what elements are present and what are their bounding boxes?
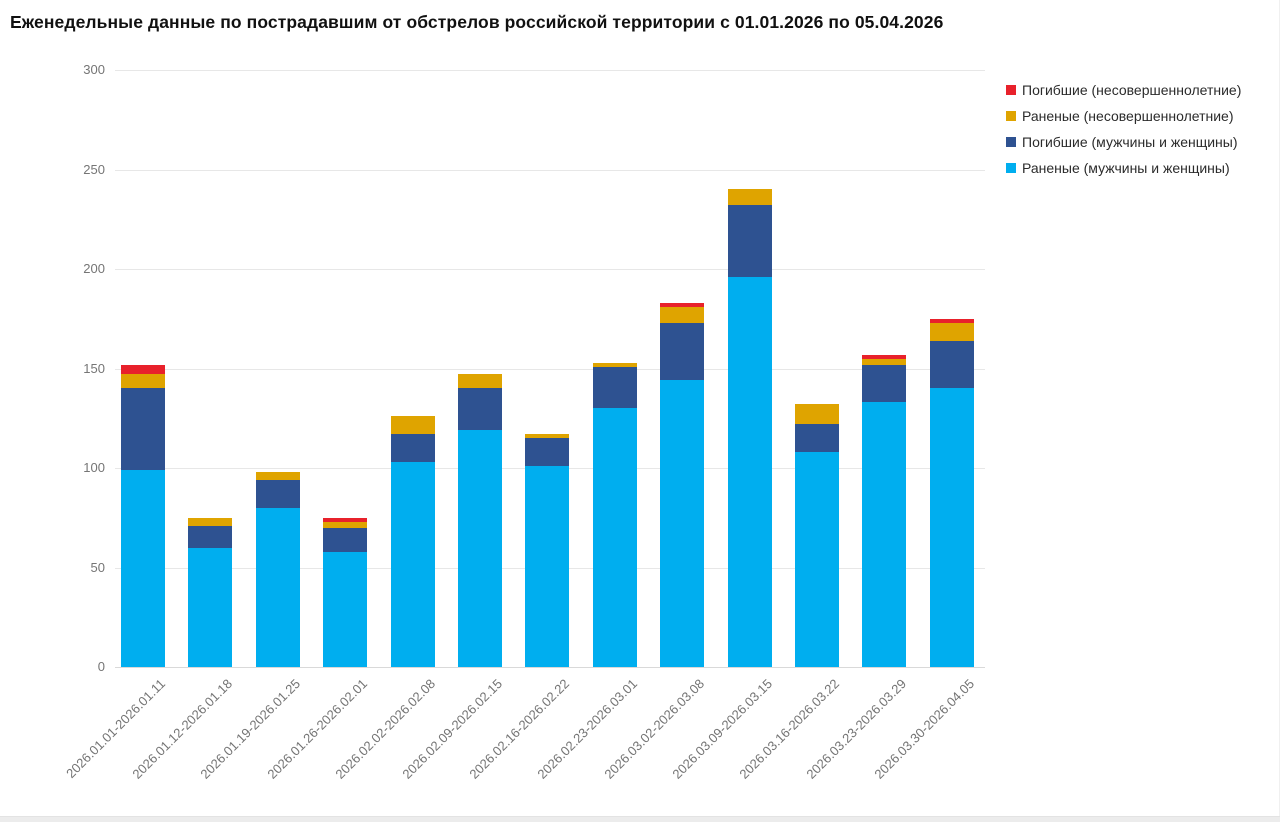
bar-segment <box>188 526 232 548</box>
bar-segment <box>391 416 435 434</box>
bar-segment <box>930 388 974 667</box>
bar-segment <box>660 323 704 380</box>
bar-segment <box>121 365 165 374</box>
legend-label: Раненые (несовершеннолетние) <box>1022 107 1234 124</box>
bar-segment <box>660 380 704 667</box>
bar-segment <box>323 528 367 552</box>
bar-segment <box>862 365 906 402</box>
bar-segment <box>930 319 974 323</box>
bar-segment <box>525 466 569 667</box>
bar-segment <box>593 363 637 367</box>
bar-segment <box>930 323 974 341</box>
y-axis-tick-label: 250 <box>83 162 105 177</box>
gridline-y150 <box>115 369 985 370</box>
bar-segment <box>795 452 839 667</box>
legend-item: Погибшие (несовершеннолетние) <box>1006 81 1242 98</box>
gridline-y200 <box>115 269 985 270</box>
bar-segment <box>458 388 502 430</box>
bar-segment <box>458 374 502 388</box>
bar-segment <box>323 552 367 667</box>
legend-label: Раненые (мужчины и женщины) <box>1022 159 1230 176</box>
bar-segment <box>121 374 165 388</box>
bar-segment <box>256 508 300 667</box>
bar-segment <box>458 430 502 667</box>
bar-segment <box>256 480 300 508</box>
legend-item: Раненые (мужчины и женщины) <box>1006 159 1241 176</box>
bar-segment <box>795 404 839 424</box>
bar-segment <box>728 205 772 277</box>
legend: Погибшие (несовершеннолетние) Раненые (не… <box>1006 82 1241 186</box>
legend-label: Погибшие (несовершеннолетние) <box>1022 81 1242 98</box>
y-axis-tick-label: 0 <box>97 659 105 674</box>
bar-segment <box>525 434 569 438</box>
legend-label: Погибшие (мужчины и женщины) <box>1022 133 1238 150</box>
legend-item: Раненые (несовершеннолетние) <box>1006 107 1241 124</box>
chart-title: Еженедельные данные по пострадавшим от о… <box>10 12 944 32</box>
bar-segment <box>795 424 839 452</box>
bar-segment <box>660 303 704 307</box>
bar-segment <box>728 189 772 205</box>
bar-segment <box>121 388 165 470</box>
bar-segment <box>391 462 435 667</box>
legend-item: Погибшие (мужчины и женщины) <box>1006 133 1241 150</box>
bar-segment <box>121 470 165 667</box>
bar-segment <box>391 434 435 462</box>
bar-segment <box>256 472 300 480</box>
gridline-y300 <box>115 70 985 71</box>
y-axis-tick-label: 200 <box>83 261 105 276</box>
bar-segment <box>862 359 906 365</box>
legend-swatch-icon <box>1006 162 1016 173</box>
bar-segment <box>323 522 367 528</box>
gridline-y250 <box>115 170 985 171</box>
legend-swatch-icon <box>1006 110 1016 121</box>
bar-segment <box>862 402 906 667</box>
legend-swatch-icon <box>1006 84 1016 95</box>
bar-segment <box>862 355 906 359</box>
bar-segment <box>188 518 232 526</box>
y-axis-tick-label: 50 <box>90 560 105 575</box>
y-axis-tick-label: 150 <box>83 361 105 376</box>
bar-segment <box>188 548 232 667</box>
bar-segment <box>593 367 637 408</box>
legend-swatch-icon <box>1006 136 1016 147</box>
bar-segment <box>660 307 704 323</box>
bar-segment <box>728 277 772 667</box>
window-bottom-edge <box>0 816 1280 822</box>
bar-segment <box>593 408 637 667</box>
bar-segment <box>930 341 974 388</box>
gridline-y0 <box>115 667 985 668</box>
bar-segment <box>323 518 367 522</box>
y-axis-tick-label: 300 <box>83 62 105 77</box>
bar-segment <box>525 438 569 466</box>
y-axis-tick-label: 100 <box>83 460 105 475</box>
